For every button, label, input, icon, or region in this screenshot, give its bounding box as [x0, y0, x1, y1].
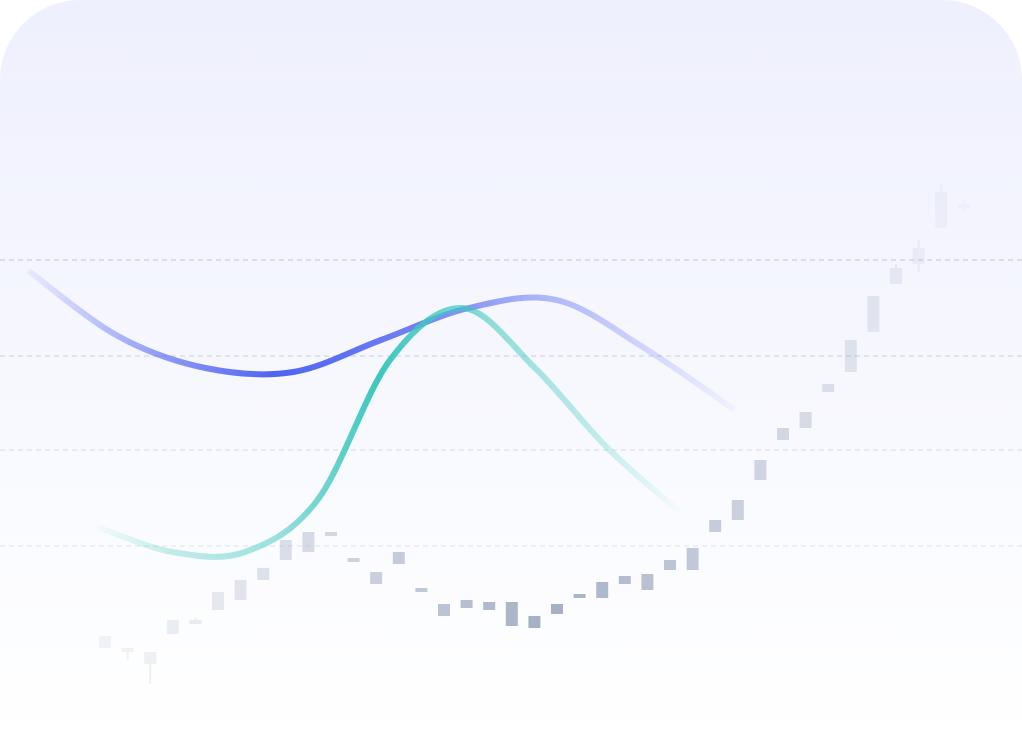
candlestick: [890, 264, 902, 284]
candlestick: [709, 520, 722, 532]
candle-body: [257, 568, 270, 580]
series-line-2: [97, 304, 683, 560]
candlestick: [279, 540, 292, 560]
candle-body: [709, 520, 722, 532]
candlestick: [460, 600, 473, 608]
candlestick: [528, 616, 541, 628]
candle-body: [166, 620, 179, 634]
candlestick: [799, 412, 812, 428]
candle-body: [551, 604, 563, 614]
candlestick: [957, 200, 970, 212]
candle-body: [596, 582, 609, 598]
candle-body: [799, 412, 812, 428]
candle-body: [121, 648, 134, 652]
candlestick: [121, 648, 134, 660]
candlestick: [935, 184, 948, 228]
candle-body: [99, 636, 111, 648]
candlestick: [144, 652, 157, 684]
candlestick: [844, 340, 857, 372]
candle-body: [279, 540, 292, 560]
candle-body: [302, 532, 315, 552]
candle-body: [415, 588, 428, 592]
candle-body: [912, 248, 925, 264]
candlestick: [302, 532, 315, 552]
candle-body: [438, 604, 450, 616]
candle-body: [935, 192, 948, 228]
candle-body: [212, 592, 224, 610]
candlestick: [438, 604, 450, 616]
candle-body: [528, 616, 541, 628]
lines: [27, 269, 735, 560]
candle-body: [618, 576, 631, 584]
candle-body: [234, 580, 247, 600]
candlesticks: [99, 184, 970, 684]
candle-body: [822, 384, 835, 392]
candlestick: [596, 582, 609, 598]
candle-body: [844, 340, 857, 372]
candlestick: [912, 240, 925, 272]
candle-body: [505, 602, 518, 626]
candlestick: [257, 568, 270, 580]
candlestick: [505, 602, 518, 626]
candlestick: [777, 428, 789, 440]
candle-body: [392, 552, 405, 564]
candlestick: [370, 572, 383, 584]
candle-body: [686, 548, 699, 570]
candlestick: [641, 574, 654, 590]
candle-body: [957, 204, 970, 208]
candle-body: [370, 572, 383, 584]
candlestick: [166, 620, 179, 634]
candle-body: [573, 594, 586, 598]
candlestick: [347, 558, 360, 562]
candlestick: [618, 576, 631, 584]
candle-body: [325, 532, 337, 536]
candlestick: [664, 560, 676, 570]
candlestick: [189, 618, 202, 624]
candlestick: [325, 532, 337, 536]
candle-body: [867, 296, 880, 332]
candle-body: [189, 620, 202, 624]
candle-body: [890, 268, 902, 284]
candle-body: [483, 602, 496, 610]
candle-body: [754, 460, 767, 480]
candle-body: [664, 560, 676, 570]
candle-body: [144, 652, 157, 664]
candlestick: [754, 460, 767, 480]
candle-body: [641, 574, 654, 590]
candle-body: [347, 558, 360, 562]
candlestick: [212, 592, 224, 610]
candlestick: [822, 384, 835, 392]
candlestick: [234, 580, 247, 600]
candlestick: [731, 500, 744, 520]
candle-body: [731, 500, 744, 520]
candlestick: [392, 552, 405, 564]
candlestick: [483, 602, 496, 610]
candlestick: [573, 594, 586, 598]
candlestick: [867, 296, 880, 332]
candle-body: [460, 600, 473, 608]
candlestick: [686, 548, 699, 570]
series-line-1: [27, 269, 735, 411]
candlestick: [415, 588, 428, 592]
candlestick: [551, 604, 563, 614]
candle-body: [777, 428, 789, 440]
candlestick: [99, 636, 111, 648]
